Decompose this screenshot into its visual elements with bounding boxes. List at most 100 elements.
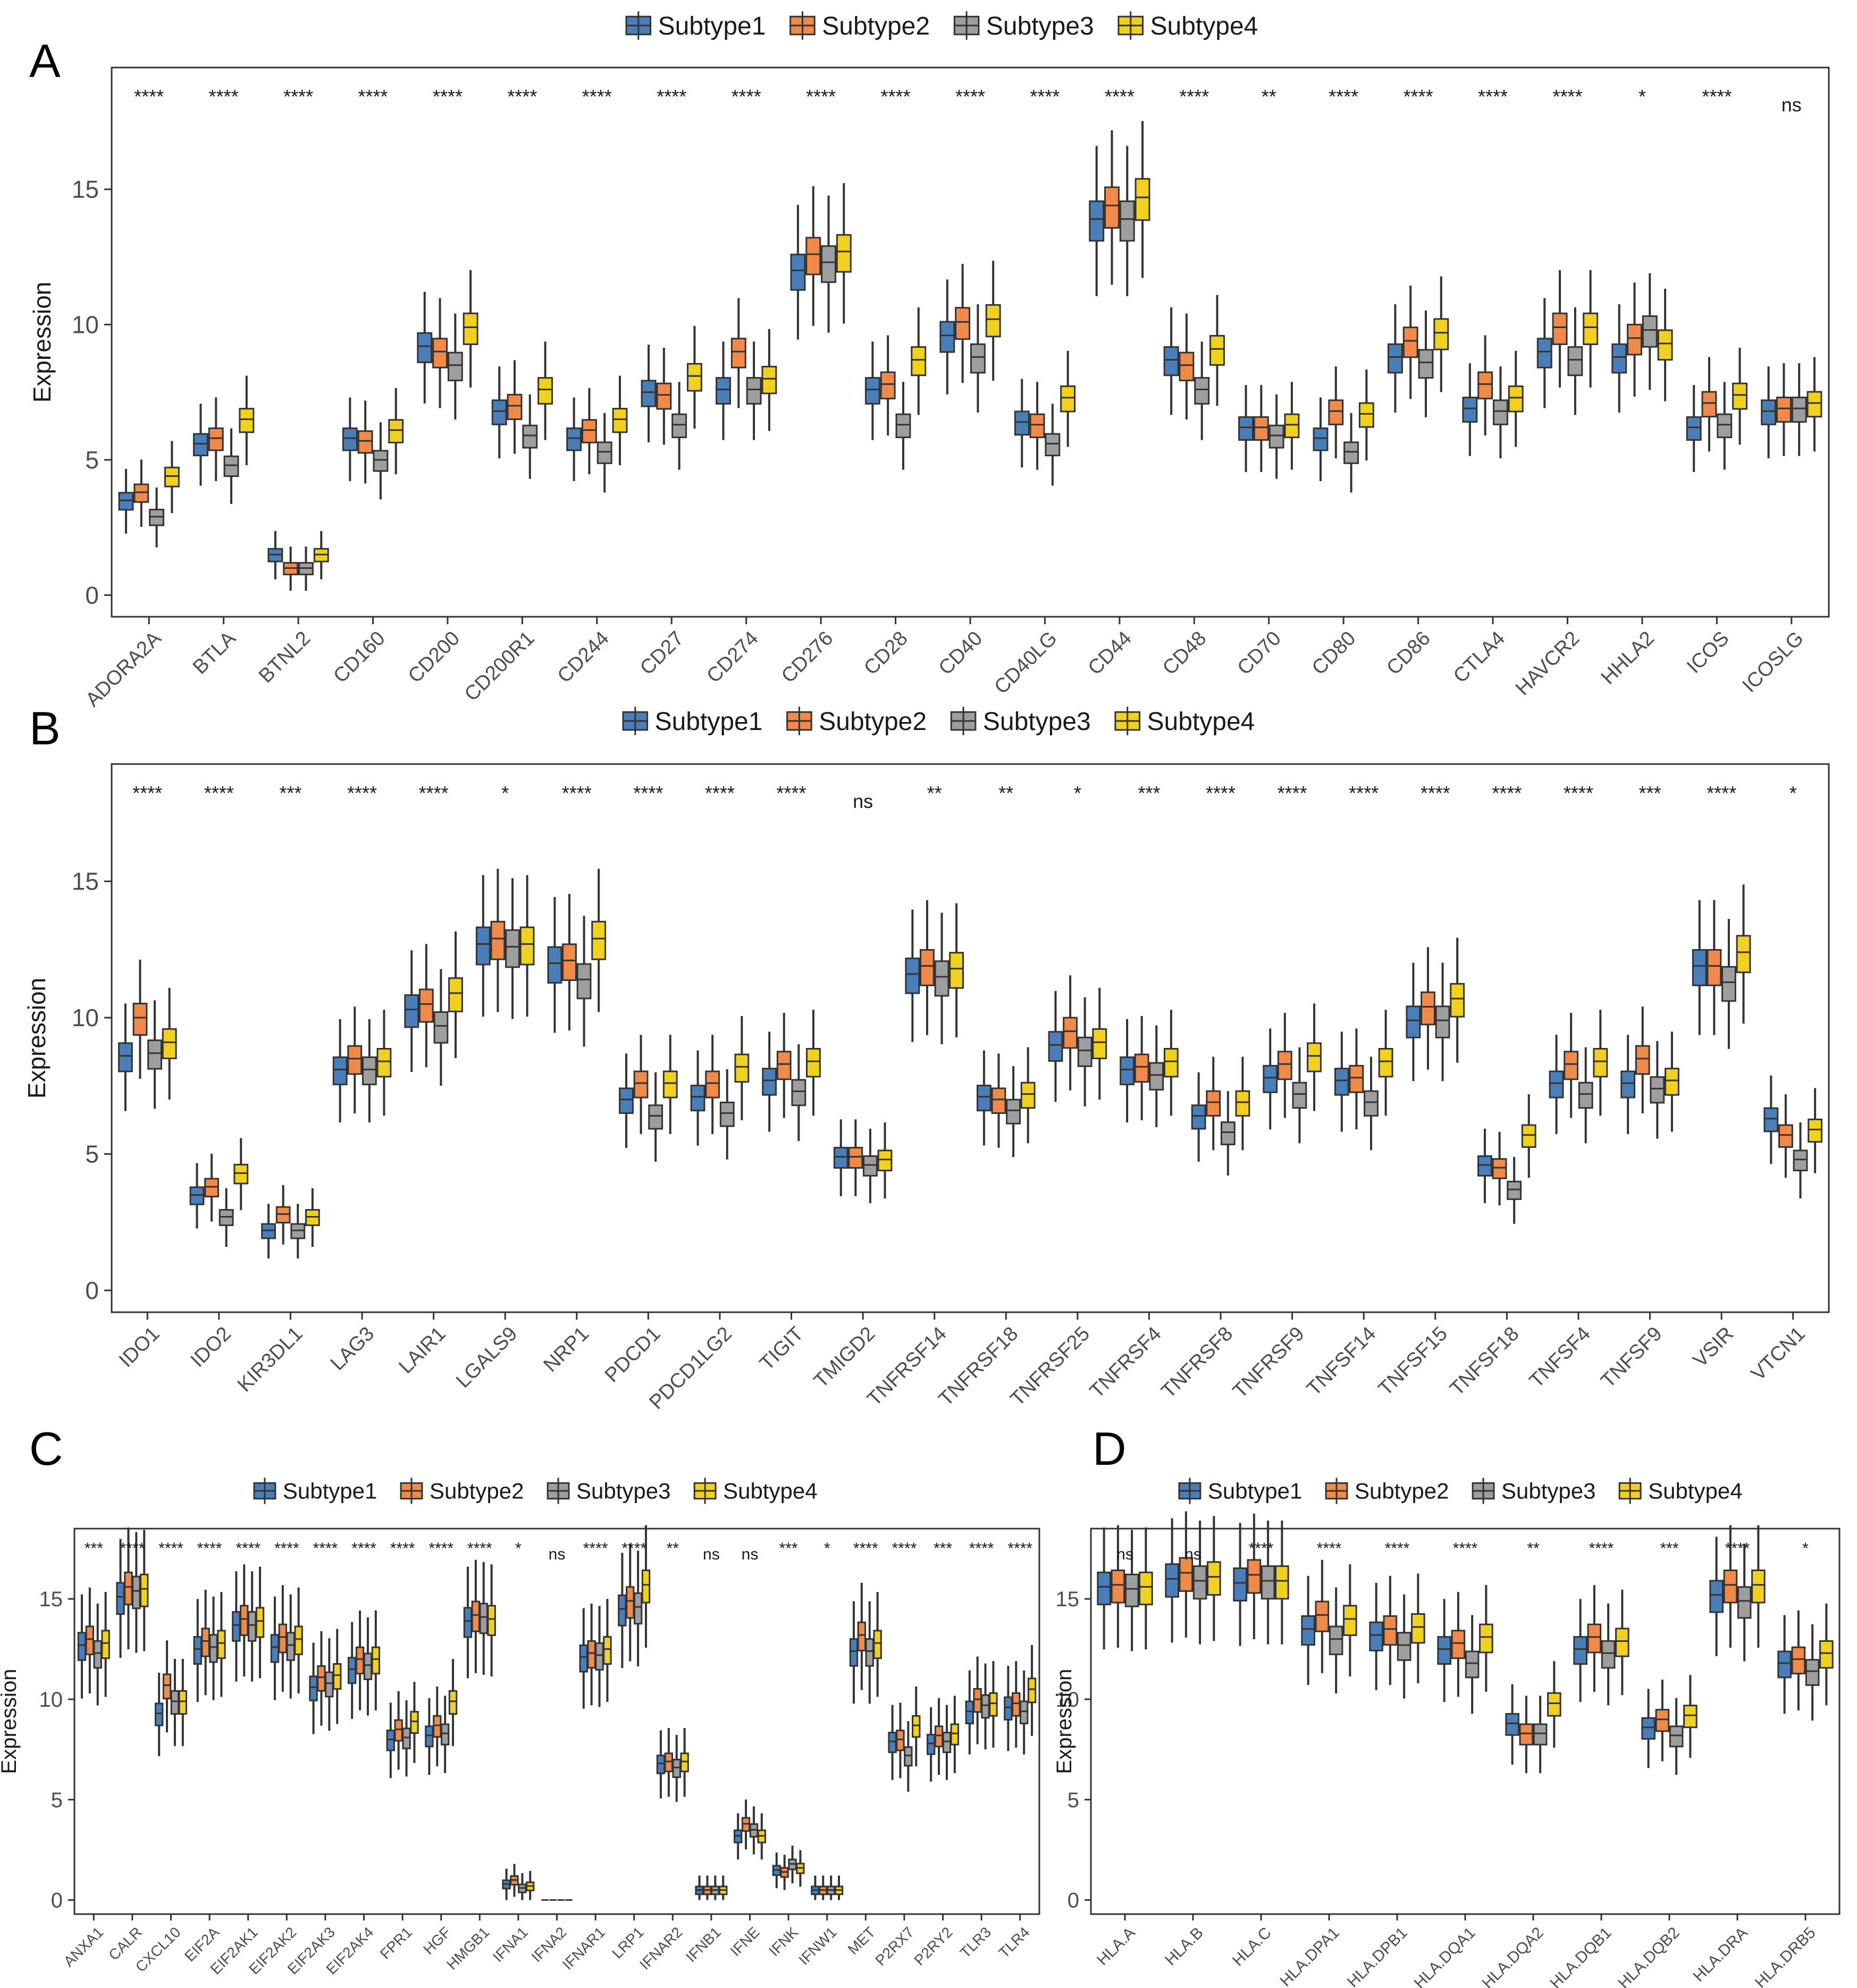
box (1349, 1028, 1364, 1130)
box (526, 1870, 535, 1900)
box (440, 1696, 450, 1773)
box-body (1048, 1031, 1063, 1062)
box (849, 1601, 859, 1704)
box-body (671, 413, 687, 439)
legend-label: Subtype2 (819, 708, 927, 736)
box (1505, 1684, 1519, 1765)
x-tick-label: HLA.DQB1 (1547, 1924, 1615, 1988)
box-body (1135, 178, 1150, 221)
significance-label: **** (955, 86, 985, 107)
box-body (1564, 1051, 1579, 1080)
box (1791, 363, 1807, 456)
box-body (386, 1730, 395, 1751)
box (1573, 1599, 1587, 1702)
box (1635, 1006, 1650, 1113)
box (581, 388, 597, 475)
box (1657, 289, 1673, 401)
box (1124, 1530, 1139, 1651)
box (1450, 937, 1465, 1063)
box (1601, 1603, 1616, 1706)
significance-label: **** (134, 86, 164, 107)
significance-label: **** (1206, 782, 1236, 804)
legend: Subtype1 Subtype2 Subtype3 Subtype4 (1178, 1478, 1743, 1504)
box-body (1149, 1062, 1164, 1091)
box-body (790, 254, 806, 291)
box (1479, 1585, 1493, 1692)
box-body (270, 1634, 280, 1663)
box-body (325, 1671, 334, 1698)
box-body (1507, 1180, 1522, 1200)
box-body (479, 1603, 488, 1634)
box-body (85, 1625, 95, 1656)
box (1536, 298, 1552, 408)
box (1194, 341, 1210, 440)
box-body (193, 433, 208, 457)
box (1650, 1041, 1665, 1139)
box-body (332, 1056, 348, 1086)
legend: Subtype1 Subtype2 Subtype3 Subtype4 (622, 707, 1255, 736)
box-body (619, 1087, 634, 1114)
legend-item: Subtype4 (1114, 707, 1255, 736)
box (1343, 413, 1359, 493)
boxes (1097, 1511, 1834, 1775)
box-body (1451, 1630, 1466, 1659)
box (388, 388, 404, 475)
box-body (342, 427, 358, 451)
box-body (633, 1592, 643, 1625)
box (547, 897, 562, 1033)
significance-label: **** (621, 1540, 646, 1557)
box (648, 1072, 663, 1162)
box (1378, 1010, 1393, 1116)
box-body (976, 1085, 991, 1112)
box (719, 1875, 728, 1900)
significance-label: **** (1707, 782, 1736, 804)
box (471, 1559, 481, 1673)
x-tick-label: CD70 (1233, 627, 1285, 679)
box (162, 1640, 172, 1733)
box-body (1683, 1705, 1698, 1729)
box-body (1194, 377, 1210, 405)
box (942, 1705, 952, 1780)
box (1020, 1047, 1036, 1144)
box (1777, 1615, 1792, 1714)
box (864, 341, 880, 440)
box (1737, 1544, 1752, 1662)
box (362, 1019, 377, 1123)
box-body (1089, 200, 1105, 242)
box (133, 459, 149, 527)
box (1149, 1025, 1164, 1127)
box (209, 1596, 218, 1700)
box (1179, 313, 1195, 420)
box-body (240, 1605, 249, 1636)
box (680, 1728, 689, 1797)
box (394, 1691, 403, 1770)
box (746, 341, 762, 440)
box (1048, 991, 1063, 1102)
box-body (1124, 1573, 1139, 1607)
box-body (463, 312, 478, 345)
box-body (1615, 1628, 1629, 1657)
legend-item: Subtype3 (1472, 1478, 1596, 1504)
box (695, 1875, 704, 1900)
box-body (1275, 1565, 1289, 1600)
box-body (857, 1621, 867, 1651)
box (1669, 1698, 1684, 1775)
box (705, 1035, 720, 1134)
box-body (217, 1630, 226, 1659)
significance-label: **** (1421, 782, 1450, 804)
significance-label: **** (1725, 1540, 1750, 1557)
panel-label: C (29, 1422, 63, 1475)
significance-label: **** (283, 86, 313, 107)
box (761, 329, 777, 431)
significance-label: **** (1478, 86, 1508, 107)
box (796, 1850, 805, 1887)
box (686, 326, 702, 429)
box-body (1709, 1580, 1724, 1613)
box (1343, 1564, 1357, 1677)
box-body (877, 1150, 893, 1171)
box (790, 205, 806, 340)
box-body (1751, 1569, 1766, 1604)
box (189, 1163, 205, 1229)
box (402, 1700, 411, 1777)
